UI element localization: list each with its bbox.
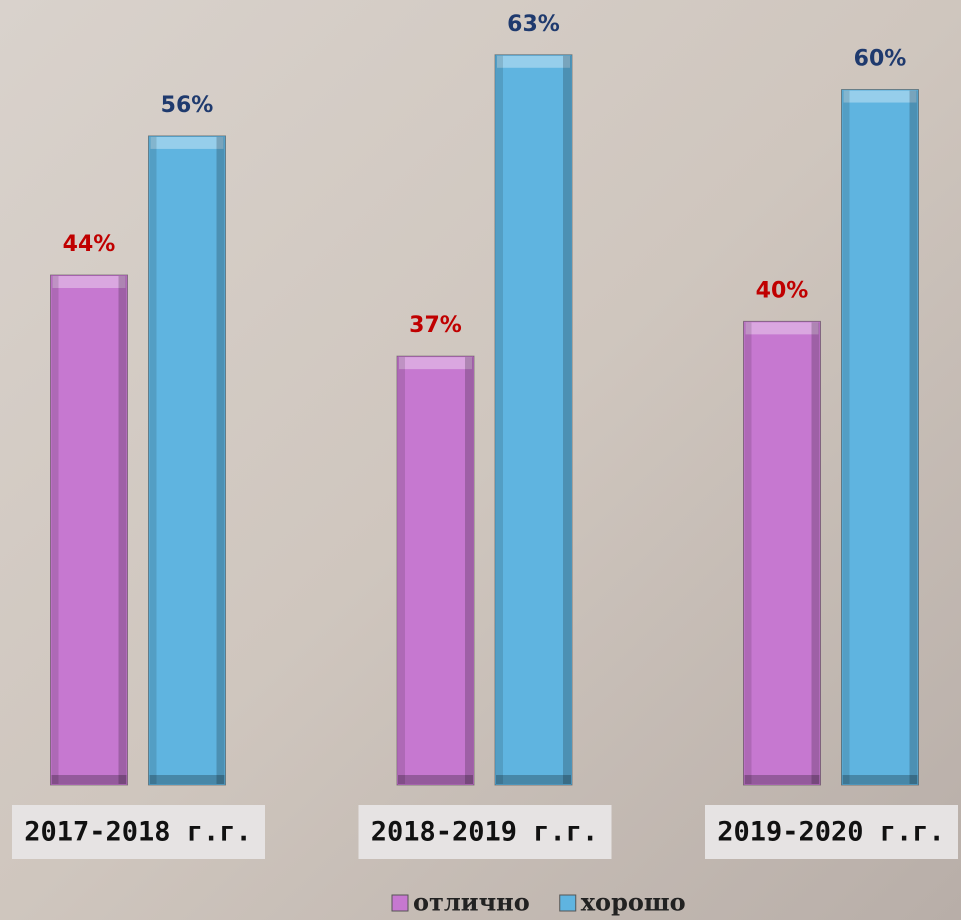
legend-swatch bbox=[391, 894, 409, 912]
legend-label: хорошо bbox=[581, 888, 686, 917]
data-label: 60% bbox=[854, 47, 907, 72]
bar-bevel-left bbox=[496, 55, 503, 785]
bar-bevel-left bbox=[744, 322, 752, 784]
category-box bbox=[705, 805, 958, 859]
bar-bevel-right bbox=[563, 55, 571, 785]
data-label: 56% bbox=[161, 93, 214, 118]
bar-bevel-right bbox=[118, 276, 127, 784]
bar-bevel-top bbox=[52, 276, 126, 288]
bar-bevel-top bbox=[150, 136, 224, 149]
data-label: 37% bbox=[409, 313, 462, 338]
bar-bevel-bottom bbox=[51, 775, 127, 784]
legend-swatch bbox=[559, 894, 577, 912]
bar-bevel-right bbox=[216, 136, 225, 785]
data-label: 44% bbox=[63, 232, 116, 257]
category-box bbox=[12, 805, 265, 859]
bar-bevel-bottom bbox=[149, 775, 225, 784]
bar bbox=[148, 135, 226, 786]
category-box bbox=[358, 805, 612, 859]
bar-bevel-left bbox=[842, 90, 850, 784]
legend-label: отлично bbox=[413, 888, 530, 917]
bar bbox=[50, 274, 128, 786]
data-label: 40% bbox=[756, 278, 809, 303]
bar-bevel-top bbox=[497, 55, 570, 68]
bar-bevel-left bbox=[51, 276, 59, 784]
data-label: 63% bbox=[507, 12, 560, 37]
bar bbox=[396, 355, 475, 786]
x-tick-label: 2017-2018 г.г. bbox=[24, 817, 252, 848]
bar-bevel-bottom bbox=[398, 775, 473, 784]
bar-bevel-right bbox=[465, 357, 473, 784]
bar-bevel-bottom bbox=[842, 775, 918, 784]
bar bbox=[743, 320, 821, 786]
bar-bevel-left bbox=[398, 357, 405, 784]
bar-bevel-bottom bbox=[744, 775, 820, 784]
bar-bevel-right bbox=[909, 90, 918, 784]
bar-bevel-top bbox=[745, 322, 819, 335]
x-tick-label: 2019-2020 г.г. bbox=[717, 817, 945, 848]
bar-bevel-left bbox=[149, 136, 157, 785]
bar-bevel-top bbox=[399, 357, 472, 370]
bar bbox=[494, 54, 573, 786]
bar-bevel-right bbox=[811, 322, 820, 784]
bar-bevel-bottom bbox=[496, 775, 571, 784]
x-tick-label: 2018-2019 г.г. bbox=[371, 817, 599, 848]
bar-bevel-top bbox=[843, 90, 917, 103]
bar bbox=[841, 89, 919, 786]
